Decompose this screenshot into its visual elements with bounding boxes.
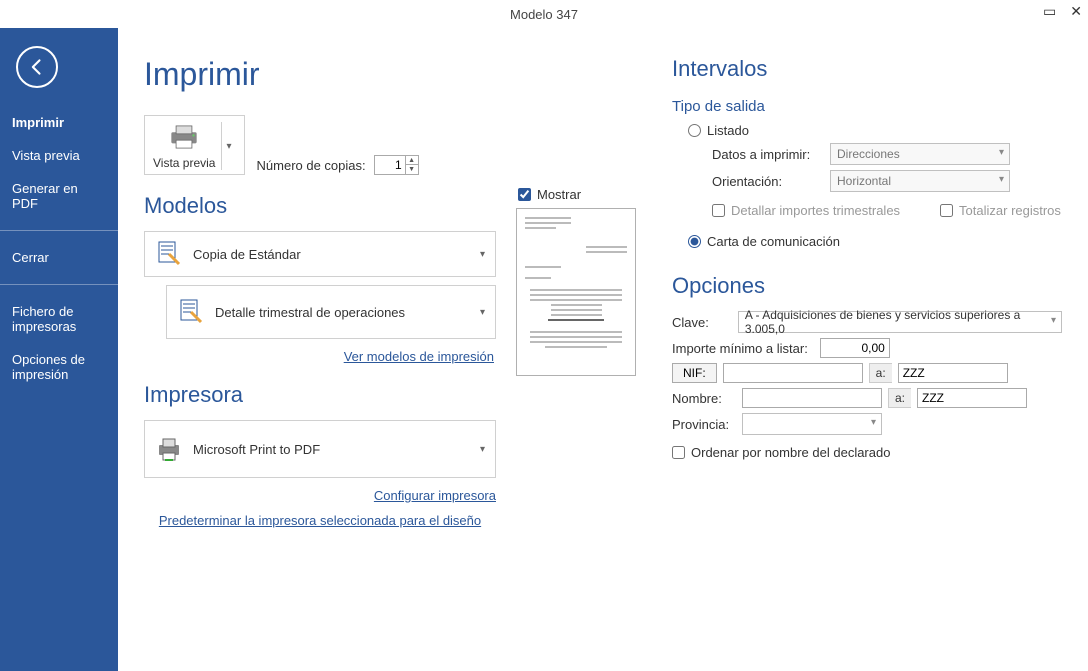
importe-label: Importe mínimo a listar: xyxy=(672,341,808,356)
sidebar-item-imprimir[interactable]: Imprimir xyxy=(0,106,118,139)
orient-label: Orientación: xyxy=(712,174,822,189)
datos-select[interactable]: Direcciones xyxy=(830,143,1010,165)
impresora-heading: Impresora xyxy=(144,382,496,408)
nif-to-input[interactable] xyxy=(898,363,1008,383)
modelos-heading: Modelos xyxy=(144,193,496,219)
carta-radio[interactable] xyxy=(688,235,701,248)
sidebar-item-opciones[interactable]: Opciones de impresión xyxy=(0,343,118,391)
window-title: Modelo 347 xyxy=(510,7,578,22)
ordenar-checkbox[interactable] xyxy=(672,446,685,459)
ordenar-label: Ordenar por nombre del declarado xyxy=(691,445,890,460)
spinner-down-icon[interactable]: ▼ xyxy=(406,165,418,174)
intervalos-heading: Intervalos xyxy=(672,56,1062,82)
nombre-to-input[interactable] xyxy=(917,388,1027,408)
vista-previa-label: Vista previa xyxy=(153,156,215,170)
chevron-down-icon[interactable]: ▾ xyxy=(221,122,235,170)
copies-input[interactable] xyxy=(375,156,405,174)
back-button[interactable] xyxy=(16,46,58,88)
impresora-label: Microsoft Print to PDF xyxy=(193,442,470,457)
sidebar-item-vista-previa[interactable]: Vista previa xyxy=(0,139,118,172)
spinner-up-icon[interactable]: ▲ xyxy=(406,156,418,165)
clave-label: Clave: xyxy=(672,315,732,330)
listado-label: Listado xyxy=(707,123,749,138)
nif-button[interactable]: NIF: xyxy=(672,363,717,383)
modelo-label: Detalle trimestral de operaciones xyxy=(215,305,470,320)
close-icon[interactable]: ✕ xyxy=(1070,4,1082,18)
predeterminar-link[interactable]: Predeterminar la impresora seleccionada … xyxy=(144,513,496,528)
chevron-down-icon[interactable]: ▾ xyxy=(480,307,485,318)
opciones-heading: Opciones xyxy=(672,273,1062,299)
chevron-down-icon[interactable]: ▾ xyxy=(480,249,485,260)
chevron-down-icon[interactable]: ▾ xyxy=(480,444,485,455)
printer-icon xyxy=(165,122,203,152)
provincia-label: Provincia: xyxy=(672,417,736,432)
detallar-label: Detallar importes trimestrales xyxy=(731,203,900,218)
totalizar-checkbox[interactable] xyxy=(940,204,953,217)
nombre-label: Nombre: xyxy=(672,391,736,406)
copies-label: Número de copias: xyxy=(257,158,366,173)
impresora-item[interactable]: Microsoft Print to PDF ▾ xyxy=(144,420,496,478)
tipo-salida-label: Tipo de salida xyxy=(672,98,1062,115)
divider xyxy=(0,230,118,231)
page-title: Imprimir xyxy=(144,56,644,93)
mostrar-checkbox[interactable] xyxy=(518,188,531,201)
modelo-label: Copia de Estándar xyxy=(193,247,470,262)
nombre-from-input[interactable] xyxy=(742,388,882,408)
importe-input[interactable] xyxy=(820,338,890,358)
clave-select[interactable]: A - Adquisiciones de bienes y servicios … xyxy=(738,311,1062,333)
totalizar-label: Totalizar registros xyxy=(959,203,1061,218)
nif-from-input[interactable] xyxy=(723,363,863,383)
ver-modelos-link[interactable]: Ver modelos de impresión xyxy=(144,349,496,364)
divider xyxy=(0,284,118,285)
sidebar: Imprimir Vista previa Generar en PDF Cer… xyxy=(0,28,118,671)
listado-radio[interactable] xyxy=(688,124,701,137)
configurar-impresora-link[interactable]: Configurar impresora xyxy=(144,488,496,503)
sidebar-item-fichero[interactable]: Fichero de impresoras xyxy=(0,295,118,343)
mostrar-label: Mostrar xyxy=(537,187,581,202)
datos-label: Datos a imprimir: xyxy=(712,147,822,162)
arrow-left-icon xyxy=(27,57,47,77)
printer-icon xyxy=(155,435,183,463)
sidebar-item-cerrar[interactable]: Cerrar xyxy=(0,241,118,274)
document-preview xyxy=(516,208,636,376)
document-icon xyxy=(155,240,183,268)
document-icon xyxy=(177,298,205,326)
maximize-icon[interactable]: ▭ xyxy=(1043,4,1056,18)
carta-label: Carta de comunicación xyxy=(707,234,840,249)
modelo-item-detalle[interactable]: Detalle trimestral de operaciones ▾ xyxy=(166,285,496,339)
detallar-checkbox[interactable] xyxy=(712,204,725,217)
copies-spinner[interactable]: ▲ ▼ xyxy=(374,155,419,175)
orient-select[interactable]: Horizontal xyxy=(830,170,1010,192)
titlebar: Modelo 347 ▭ ✕ xyxy=(0,0,1088,28)
provincia-select[interactable] xyxy=(742,413,882,435)
a-label: a: xyxy=(888,388,911,408)
sidebar-item-generar-pdf[interactable]: Generar en PDF xyxy=(0,172,118,220)
modelo-item-estandar[interactable]: Copia de Estándar ▾ xyxy=(144,231,496,277)
vista-previa-button[interactable]: Vista previa ▾ xyxy=(144,115,245,175)
a-label: a: xyxy=(869,363,892,383)
